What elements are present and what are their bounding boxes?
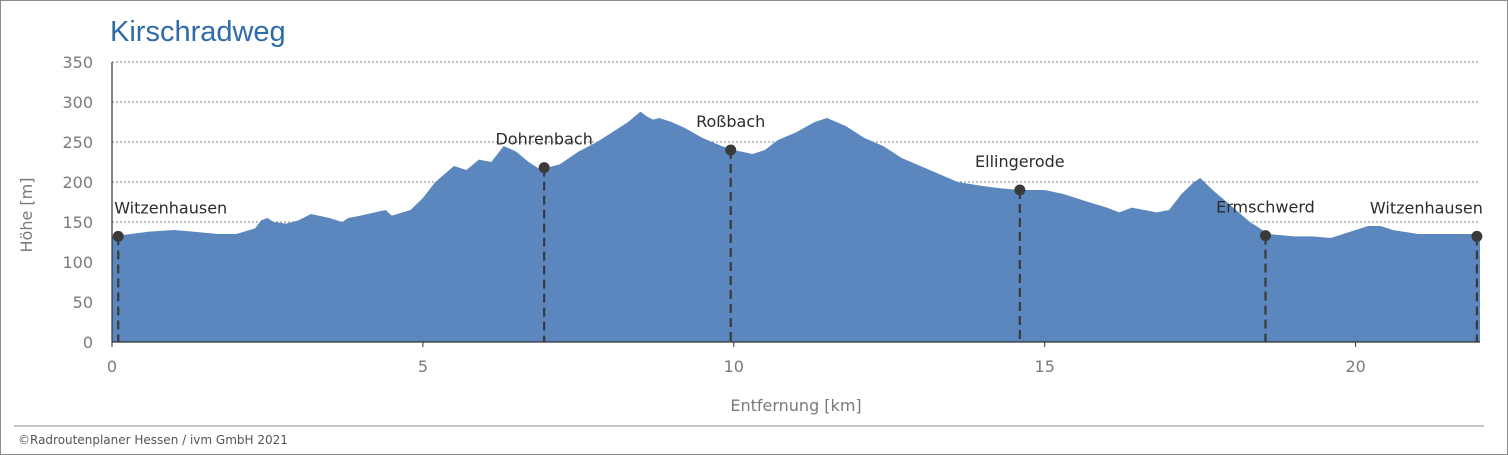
waypoint-label: Dohrenbach — [495, 130, 592, 149]
y-tick-label: 300 — [62, 93, 93, 112]
axes: 0 50 100 150 200 250 300 350 0 5 10 15 20 — [62, 53, 1480, 376]
y-tick-label: 50 — [73, 293, 93, 312]
waypoint-label: Witzenhausen — [114, 198, 227, 217]
waypoint-marker — [538, 162, 550, 174]
y-tick-label: 350 — [62, 53, 93, 72]
waypoint-label: Ermschwerd — [1216, 198, 1315, 217]
waypoint-marker — [1259, 230, 1271, 242]
y-tick-label: 250 — [62, 133, 93, 152]
x-axis-label: Entfernung [km] — [730, 396, 861, 415]
waypoint-label: Ellingerode — [975, 152, 1065, 171]
waypoint-markers: Witzenhausen Dohrenbach Roßbach Ellingerode… — [112, 112, 1483, 342]
y-tick-label: 0 — [83, 333, 93, 352]
copyright-text: ©Radroutenplaner Hessen / ivm GmbH 2021 — [18, 433, 288, 447]
y-axis-label: Höhe [m] — [17, 178, 36, 253]
x-tick-label: 0 — [107, 357, 117, 376]
elevation-area — [112, 111, 1480, 342]
waypoint-marker — [1471, 230, 1483, 242]
waypoint-marker — [725, 144, 737, 156]
x-tick-label: 20 — [1345, 357, 1365, 376]
x-tick-label: 10 — [724, 357, 744, 376]
y-tick-label: 100 — [62, 253, 93, 272]
chart-title: Kirschradweg — [110, 16, 286, 48]
waypoint-label: Roßbach — [696, 112, 765, 131]
waypoint-marker — [112, 230, 124, 242]
y-tick-label: 200 — [62, 173, 93, 192]
x-tick-label: 5 — [418, 357, 428, 376]
x-tick-label: 15 — [1035, 357, 1055, 376]
y-tick-label: 150 — [62, 213, 93, 232]
waypoint-marker — [1014, 184, 1026, 196]
waypoint-label: Witzenhausen — [1370, 198, 1483, 217]
